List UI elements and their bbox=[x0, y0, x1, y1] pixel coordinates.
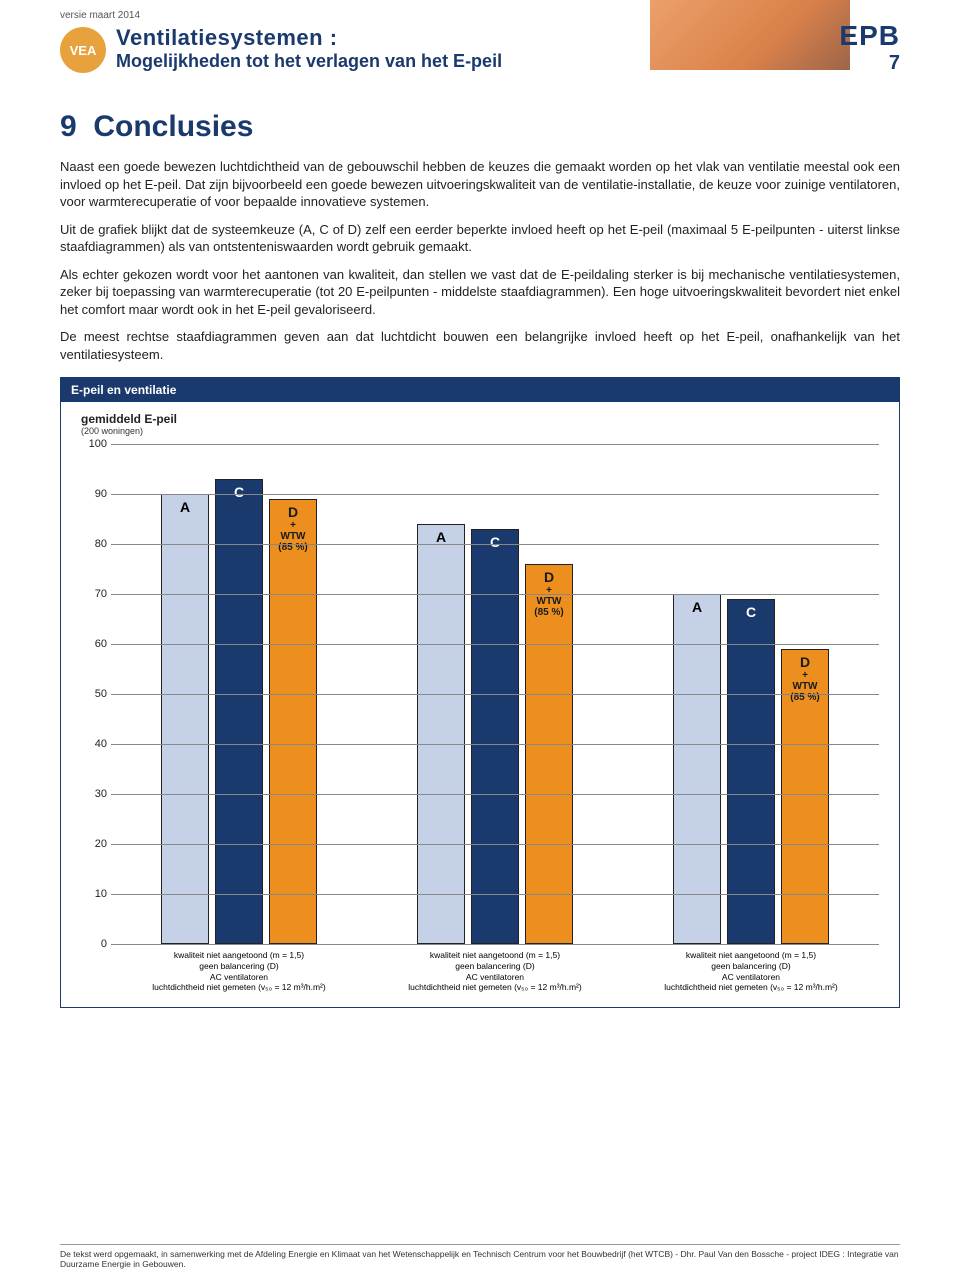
body-text: Naast een goede bewezen luchtdichtheid v… bbox=[60, 158, 900, 363]
bar-sublabel: WTW bbox=[281, 531, 306, 542]
y-tick: 0 bbox=[101, 938, 107, 950]
vea-badge: VEA bbox=[60, 27, 106, 73]
plot-inner: ACD+WTW(85 %)ACD+WTW(85 %)ACD+WTW(85 %) bbox=[111, 444, 879, 944]
x-labels: kwaliteit niet aangetoond (m = 1,5)geen … bbox=[111, 950, 879, 993]
paragraph: Naast een goede bewezen luchtdichtheid v… bbox=[60, 158, 900, 211]
bar-D: D+WTW(85 %) bbox=[269, 499, 317, 944]
gridline bbox=[111, 644, 879, 645]
bar-label: A bbox=[418, 525, 464, 545]
bar-label: A bbox=[674, 595, 720, 615]
epb-label: EPB bbox=[839, 20, 900, 52]
gridline bbox=[111, 844, 879, 845]
bar-A: A bbox=[417, 524, 465, 944]
bar-sublabel: + bbox=[290, 520, 296, 531]
y-tick: 60 bbox=[95, 638, 107, 650]
bar-sublabel: WTW bbox=[793, 681, 818, 692]
doc-title-2: Mogelijkheden tot het verlagen van het E… bbox=[116, 51, 502, 72]
doc-title-1: Ventilatiesystemen : bbox=[116, 25, 502, 51]
header-left: VEA Ventilatiesystemen : Mogelijkheden t… bbox=[60, 21, 502, 73]
gridline bbox=[111, 894, 879, 895]
footer-text: De tekst werd opgemaakt, in samenwerking… bbox=[60, 1244, 900, 1270]
bar-D: D+WTW(85 %) bbox=[525, 564, 573, 944]
y-tick: 90 bbox=[95, 488, 107, 500]
page-header: versie maart 2014 VEA Ventilatiesystemen… bbox=[0, 0, 960, 90]
y-tick: 10 bbox=[95, 888, 107, 900]
page-number: 7 bbox=[839, 52, 900, 75]
y-tick: 80 bbox=[95, 538, 107, 550]
chart-subtitle2: (200 woningen) bbox=[81, 426, 879, 436]
bar-label: D bbox=[270, 500, 316, 520]
bar-label: C bbox=[728, 600, 774, 620]
y-tick: 100 bbox=[89, 438, 107, 450]
bar-label: D bbox=[526, 565, 572, 585]
gridline bbox=[111, 794, 879, 795]
gridline bbox=[111, 944, 879, 945]
gridline bbox=[111, 494, 879, 495]
title-block: Ventilatiesystemen : Mogelijkheden tot h… bbox=[116, 25, 502, 72]
x-label: kwaliteit niet aangetoond (m = 1,5)geen … bbox=[124, 950, 354, 993]
chart-plot: 0102030405060708090100 ACD+WTW(85 %)ACD+… bbox=[111, 444, 879, 944]
y-tick: 20 bbox=[95, 838, 107, 850]
chart-header: E-peil en ventilatie bbox=[61, 378, 899, 402]
bar-sublabel: (85 %) bbox=[534, 607, 563, 618]
section-heading: Conclusies bbox=[93, 110, 253, 143]
paragraph: Uit de grafiek blijkt dat de systeemkeuz… bbox=[60, 221, 900, 256]
paragraph: Als echter gekozen wordt voor het aanton… bbox=[60, 266, 900, 319]
x-label: kwaliteit niet aangetoond (m = 1,5)geen … bbox=[636, 950, 866, 993]
y-tick: 40 bbox=[95, 738, 107, 750]
bar-A: A bbox=[161, 494, 209, 944]
bar-label: D bbox=[782, 650, 828, 670]
bar-sublabel: + bbox=[802, 670, 808, 681]
gridline bbox=[111, 694, 879, 695]
paragraph: De meest rechtse staafdiagrammen geven a… bbox=[60, 328, 900, 363]
bar-A: A bbox=[673, 594, 721, 944]
bar-C: C bbox=[215, 479, 263, 944]
bar-label: C bbox=[216, 480, 262, 500]
section-number: 9 bbox=[60, 110, 77, 143]
bar-C: C bbox=[727, 599, 775, 944]
content: 9 Conclusies Naast een goede bewezen luc… bbox=[0, 90, 960, 1008]
bar-sublabel: WTW bbox=[537, 596, 562, 607]
y-tick: 70 bbox=[95, 588, 107, 600]
header-decoration bbox=[650, 0, 850, 70]
section-title: 9 Conclusies bbox=[60, 110, 900, 144]
chart-subtitle: gemiddeld E-peil bbox=[81, 412, 879, 426]
chart-box: E-peil en ventilatie gemiddeld E-peil (2… bbox=[60, 377, 900, 1008]
gridline bbox=[111, 444, 879, 445]
gridline bbox=[111, 744, 879, 745]
y-axis: 0102030405060708090100 bbox=[81, 444, 111, 944]
bar-C: C bbox=[471, 529, 519, 944]
y-tick: 50 bbox=[95, 688, 107, 700]
bar-label: A bbox=[162, 495, 208, 515]
header-right: EPB 7 bbox=[839, 20, 900, 75]
vea-badge-text: VEA bbox=[70, 43, 97, 58]
y-tick: 30 bbox=[95, 788, 107, 800]
x-label: kwaliteit niet aangetoond (m = 1,5)geen … bbox=[380, 950, 610, 993]
chart-area: gemiddeld E-peil (200 woningen) 0 10 20 30 4… bbox=[61, 402, 899, 1007]
gridline bbox=[111, 544, 879, 545]
gridline bbox=[111, 594, 879, 595]
bar-label: C bbox=[472, 530, 518, 550]
